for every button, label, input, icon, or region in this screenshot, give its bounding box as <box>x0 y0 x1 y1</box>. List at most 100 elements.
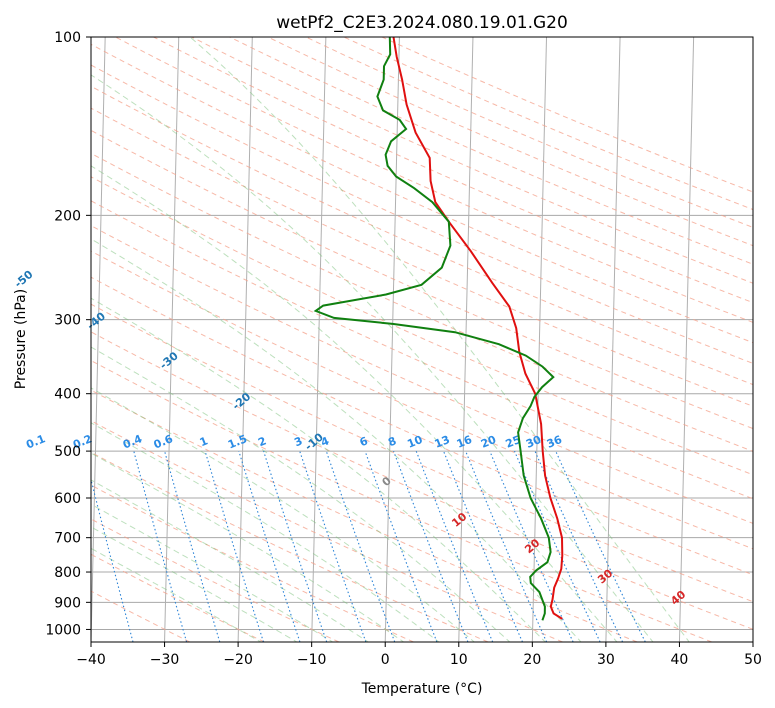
mixing-ratio-line <box>133 450 188 642</box>
dry-adiabat-line <box>91 85 753 386</box>
x-tick-label: 30 <box>597 652 615 668</box>
dry-adiabat-line <box>91 64 753 364</box>
mixing-ratio-label: 16 <box>455 433 474 451</box>
dry-adiabat-line <box>343 37 753 211</box>
isotherm-line <box>237 37 253 642</box>
mixing-ratio-label: 20 <box>479 433 498 451</box>
y-tick-label: 200 <box>54 208 81 224</box>
dry-adiabat-line <box>91 176 753 476</box>
plot-frame <box>90 36 754 643</box>
x-tick-label: −40 <box>76 652 106 668</box>
isotherm-label: 40 <box>668 588 688 608</box>
mixing-ratio-line <box>91 477 134 642</box>
mixing-ratio-line <box>325 450 396 642</box>
x-tick-label: −20 <box>223 652 253 668</box>
moist-adiabat-line <box>91 422 440 642</box>
x-tick-label: −10 <box>297 652 327 668</box>
mixing-ratio-line <box>465 450 548 642</box>
dry-adiabat-line <box>91 484 414 642</box>
y-tick-label: 300 <box>54 313 81 329</box>
dry-adiabat-line <box>381 37 753 193</box>
isotherm-line <box>605 37 621 642</box>
mixing-ratio-line <box>164 450 221 642</box>
mixing-ratio-label: 10 <box>405 433 424 451</box>
mixing-ratio-label: 6 <box>358 434 370 449</box>
isotherm-label: -40 <box>85 309 109 332</box>
dry-adiabat-line <box>229 37 753 265</box>
dry-adiabat-line <box>91 331 753 630</box>
isotherm-label: -50 <box>12 268 36 291</box>
dry-adiabat-line <box>91 129 753 430</box>
isotherm-line <box>458 37 474 642</box>
isotherm-label: 20 <box>522 536 542 556</box>
mixing-ratio-line <box>555 450 646 642</box>
dry-adiabat-line <box>91 303 753 603</box>
y-tick-label: 900 <box>54 595 81 611</box>
isotherm-line <box>311 37 327 642</box>
mixing-ratio-label: 8 <box>386 434 398 449</box>
moist-adiabat-line <box>91 387 476 642</box>
moist-adiabat-line <box>91 238 582 642</box>
moist-adiabat-line <box>91 503 334 642</box>
isotherm-line <box>91 37 106 642</box>
x-tick-label: 10 <box>450 652 468 668</box>
mixing-ratio-label: 2 <box>256 434 268 449</box>
mixing-ratio-label: 0.4 <box>121 432 144 451</box>
dry-adiabat-line <box>91 107 753 407</box>
y-tick-label: 1000 <box>45 622 81 638</box>
moist-adiabat-line <box>91 297 547 642</box>
mixing-ratio-line <box>238 450 301 642</box>
dry-adiabat-line <box>91 250 753 550</box>
moist-adiabat-line <box>91 165 618 642</box>
moist-adiabat-line <box>91 547 262 642</box>
isotherm-line <box>164 37 180 642</box>
mixing-ratio-label: 1 <box>198 434 210 449</box>
mixing-ratio-label: 36 <box>545 433 564 451</box>
mixing-ratio-line <box>393 450 469 642</box>
x-tick-label: 0 <box>381 652 390 668</box>
dry-adiabat-line <box>267 37 753 247</box>
y-tick-label: 400 <box>54 387 81 403</box>
moist-adiabat-line <box>91 74 654 642</box>
dry-adiabat-line <box>91 360 712 642</box>
mixing-ratio-label: 0.1 <box>24 432 47 451</box>
isotherm-line <box>678 37 695 642</box>
mixing-ratio-label: 1.5 <box>226 432 249 451</box>
dry-adiabat-line <box>91 553 265 642</box>
dry-adiabat-line <box>91 43 753 344</box>
isotherm-line <box>531 37 548 642</box>
moist-adiabat-line <box>91 346 511 642</box>
dry-adiabat-line <box>91 276 753 576</box>
mixing-ratio-line <box>204 450 265 642</box>
x-tick-label: 20 <box>523 652 541 668</box>
temperature-profile <box>392 37 564 620</box>
x-axis-label: Temperature (°C) <box>361 681 483 697</box>
chart-title: wetPf2_C2E3.2024.080.19.01.G20 <box>276 13 568 33</box>
isotherm-line <box>384 37 400 642</box>
mixing-ratio-line <box>263 450 328 642</box>
mixing-ratio-label: 13 <box>433 433 452 451</box>
dry-adiabat-line <box>115 37 753 323</box>
x-tick-label: −30 <box>150 652 180 668</box>
moist-adiabat-line <box>91 479 370 642</box>
mixing-ratio-line <box>415 450 494 642</box>
mixing-ratio-label: 0.6 <box>152 432 175 451</box>
x-tick-label: 40 <box>671 652 689 668</box>
dry-adiabat-line <box>91 451 489 642</box>
y-axis-label: Pressure (hPa) <box>13 289 29 389</box>
mixing-ratio-line <box>442 450 524 642</box>
dry-adiabat-line <box>91 518 340 642</box>
mixing-ratio-line <box>489 450 574 642</box>
moist-adiabat-line <box>189 37 690 642</box>
isotherm-label: -30 <box>157 349 181 372</box>
dewpoint-profile <box>313 37 555 621</box>
moist-adiabat-line <box>91 452 405 642</box>
y-tick-label: 500 <box>54 444 81 460</box>
dry-adiabat-line <box>305 37 753 228</box>
mixing-ratio-line <box>364 450 438 642</box>
y-tick-label: 800 <box>54 565 81 581</box>
y-tick-label: 600 <box>54 491 81 507</box>
y-tick-label: 100 <box>54 30 81 46</box>
isotherm-line <box>752 620 753 642</box>
